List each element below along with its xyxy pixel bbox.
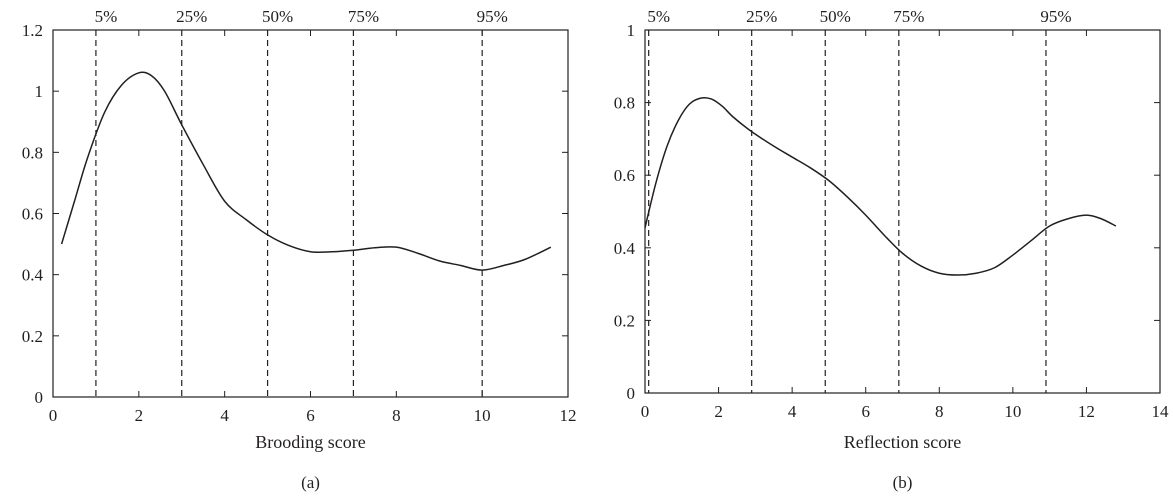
x-tick-label: 6 <box>861 402 870 421</box>
percentile-label: 75% <box>348 7 379 26</box>
y-tick-label: 1.2 <box>22 21 43 40</box>
x-tick-label: 12 <box>1078 402 1095 421</box>
percentile-label: 25% <box>176 7 207 26</box>
x-axis-label: Brooding score <box>255 432 365 452</box>
y-tick-label: 1 <box>35 82 44 101</box>
x-tick-label: 14 <box>1152 402 1170 421</box>
x-tick-label: 0 <box>49 406 58 425</box>
plot-frame <box>53 30 568 397</box>
percentile-label: 95% <box>1040 7 1071 26</box>
x-tick-label: 0 <box>641 402 650 421</box>
percentile-label: 5% <box>647 7 670 26</box>
y-tick-label: 0.2 <box>614 311 635 330</box>
y-tick-label: 0.4 <box>614 239 636 258</box>
percentile-label: 50% <box>262 7 293 26</box>
x-tick-label: 8 <box>392 406 401 425</box>
y-tick-label: 0 <box>35 388 44 407</box>
percentile-label: 25% <box>746 7 777 26</box>
percentile-label: 95% <box>477 7 508 26</box>
panel-label: (b) <box>893 473 913 492</box>
x-tick-label: 4 <box>788 402 797 421</box>
x-tick-label: 10 <box>474 406 491 425</box>
y-tick-label: 0 <box>627 384 636 403</box>
percentile-label: 50% <box>820 7 851 26</box>
density-curve <box>645 98 1116 275</box>
x-tick-label: 12 <box>560 406 577 425</box>
x-tick-label: 10 <box>1004 402 1021 421</box>
plot-frame <box>645 30 1160 393</box>
percentile-label: 5% <box>95 7 118 26</box>
x-tick-label: 8 <box>935 402 944 421</box>
x-tick-label: 2 <box>714 402 723 421</box>
panel-label: (a) <box>301 473 320 492</box>
x-tick-label: 6 <box>306 406 315 425</box>
chart-reflection: 0 2 4 6 8 10 12 14 0 0.2 0.4 0.6 0.8 1 5% 25% 50% 75% 95% R… <box>614 7 1169 492</box>
y-tick-label: 0.8 <box>614 94 635 113</box>
percentile-label: 75% <box>893 7 924 26</box>
y-tick-label: 1 <box>627 21 636 40</box>
y-tick-label: 0.8 <box>22 143 43 162</box>
density-curve <box>62 72 551 270</box>
y-tick-label: 0.4 <box>22 266 44 285</box>
x-axis-label: Reflection score <box>844 432 961 452</box>
x-tick-label: 4 <box>220 406 229 425</box>
y-tick-label: 0.6 <box>22 205 43 224</box>
y-tick-label: 0.6 <box>614 166 635 185</box>
y-tick-label: 0.2 <box>22 327 43 346</box>
chart-brooding: 0 2 4 6 8 10 12 0 0.2 0.4 0.6 0.8 1 1.2 5% 25% 50% 75% 95%… <box>22 7 577 492</box>
x-tick-label: 2 <box>135 406 144 425</box>
